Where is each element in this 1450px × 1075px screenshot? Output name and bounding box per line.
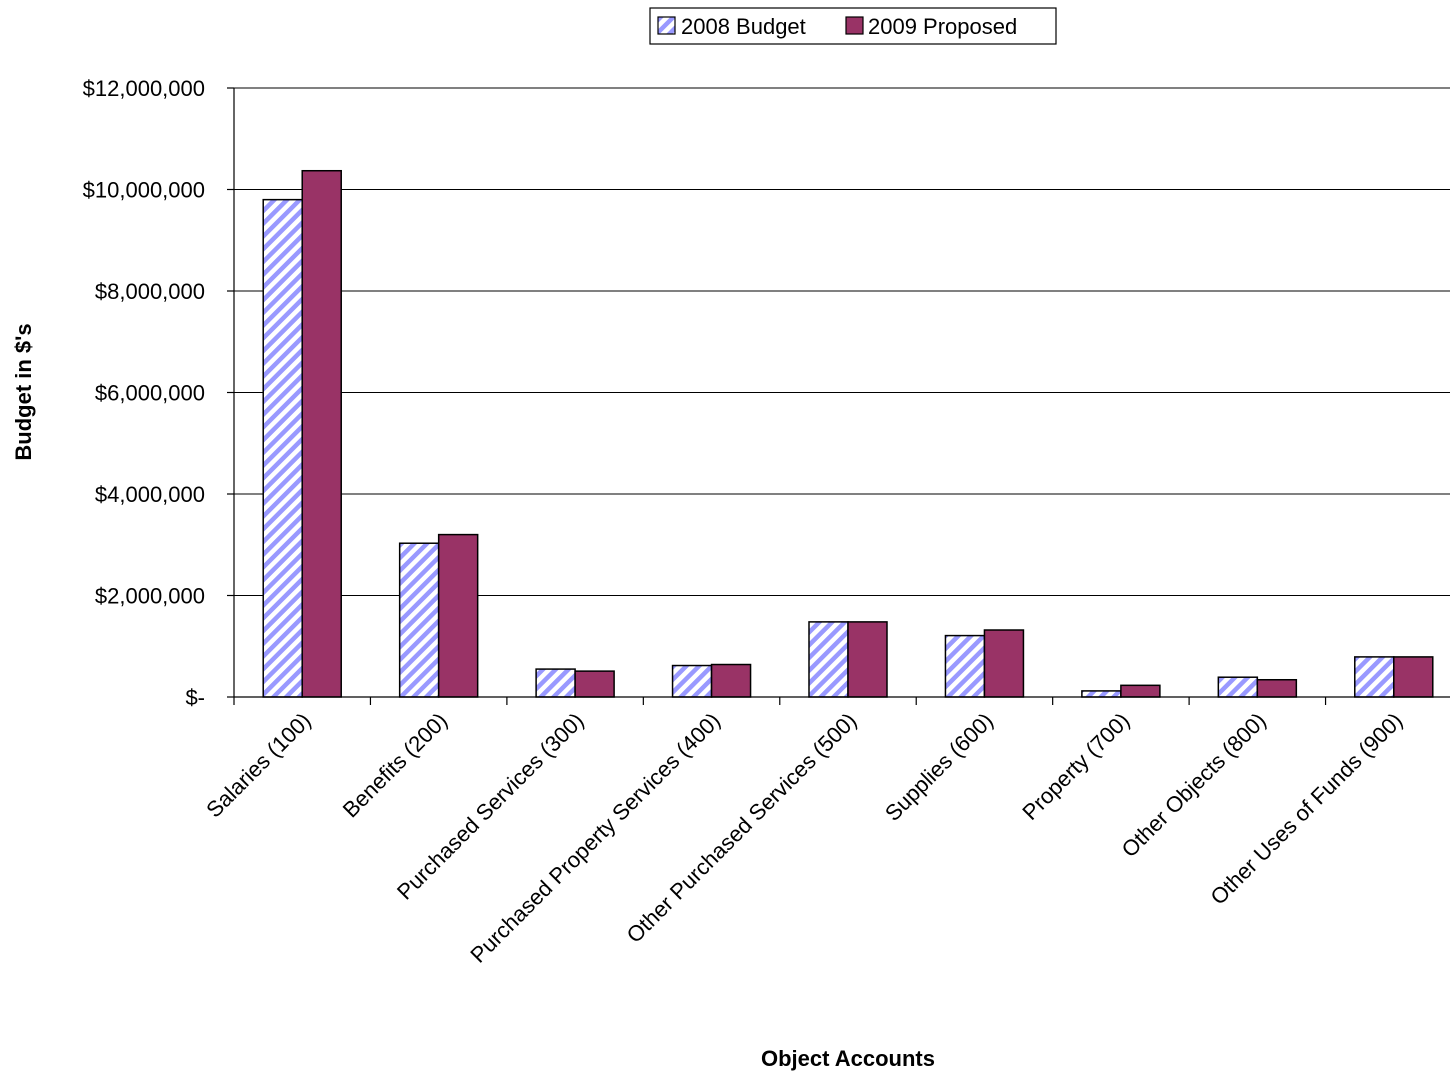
y-tick-labels: $- $2,000,000 $4,000,000 $6,000,000 $8,000,0…	[83, 76, 205, 710]
x-category-labels: Salaries (100) Benefits (200)Purchased Se…	[201, 708, 1407, 968]
gridlines	[234, 87, 1450, 596]
axes	[227, 87, 1450, 705]
bar-2009-proposed	[847, 621, 888, 698]
y-tick-label: $4,000,000	[95, 482, 205, 507]
legend: 2008 Budget 2009 Proposed	[649, 7, 1057, 45]
bar-2008-budget	[944, 634, 986, 698]
legend-label-2009-proposed: 2009 Proposed	[868, 14, 1017, 39]
bar-2009-proposed	[983, 629, 1025, 698]
y-tick-label: $-	[185, 685, 205, 710]
x-category-label: Other Objects (800)	[1117, 708, 1271, 862]
y-tick-label: $2,000,000	[95, 584, 205, 609]
bar-2009-proposed	[437, 533, 479, 698]
legend-swatch-2008-budget	[657, 16, 676, 35]
bar-2009-proposed	[710, 663, 752, 698]
x-axis-title: Object Accounts	[761, 1046, 935, 1071]
bar-2008-budget	[262, 198, 303, 698]
bars	[262, 169, 1434, 698]
y-tick-label: $8,000,000	[95, 279, 205, 304]
bar-2008-budget	[808, 621, 849, 698]
y-tick-label: $6,000,000	[95, 381, 205, 406]
bar-2009-proposed	[301, 169, 342, 698]
x-category-label: Salaries (100)	[201, 708, 316, 823]
bar-2008-budget	[1217, 676, 1259, 698]
legend-swatch-2009-proposed	[845, 16, 864, 35]
y-tick-label: $10,000,000	[83, 178, 205, 203]
x-category-label: Purchased Property Services (400)	[465, 708, 725, 968]
x-category-label: Other Purchased Services (500)	[622, 708, 862, 948]
bar-2009-proposed	[1393, 656, 1434, 698]
y-tick-label: $12,000,000	[83, 76, 205, 101]
bar-2009-proposed	[1256, 678, 1298, 698]
bar-2008-budget	[398, 542, 440, 698]
y-axis-title: Budget in $'s	[11, 323, 36, 460]
bar-2009-proposed	[1120, 684, 1161, 698]
bar-2008-budget	[1081, 690, 1122, 698]
bar-2009-proposed	[574, 670, 615, 698]
legend-label-2008-budget: 2008 Budget	[681, 14, 806, 39]
bar-2008-budget	[1354, 656, 1395, 698]
x-category-label: Property (700)	[1017, 708, 1134, 825]
x-category-label: Supplies (600)	[880, 708, 998, 826]
x-category-label: Benefits (200)	[338, 708, 453, 823]
bar-2008-budget	[671, 664, 713, 698]
bar-2008-budget	[535, 668, 576, 698]
